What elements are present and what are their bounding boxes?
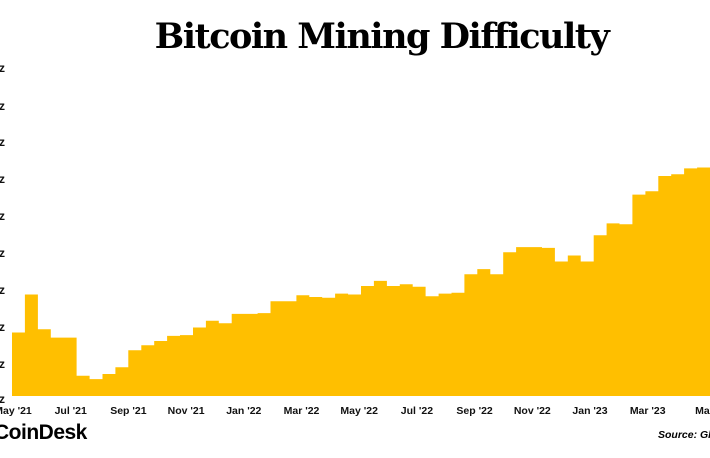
x-tick-label: Nov '21 bbox=[168, 405, 205, 417]
y-tick-label: z bbox=[0, 283, 5, 297]
y-tick-label: z bbox=[0, 172, 5, 186]
x-tick-label: Mar '23 bbox=[630, 405, 666, 417]
x-tick-label: Jul '21 bbox=[55, 405, 87, 417]
y-tick-label: z bbox=[0, 99, 5, 113]
x-tick-label: Sep '22 bbox=[456, 405, 493, 417]
y-tick-label: z bbox=[0, 209, 5, 223]
y-tick-label: z bbox=[0, 320, 5, 334]
y-tick-label: z bbox=[0, 246, 5, 260]
coindesk-logo: CoinDesk bbox=[0, 421, 87, 444]
y-tick-label: z bbox=[0, 392, 5, 406]
y-tick-label: z bbox=[0, 61, 5, 75]
x-tick-label: May '22 bbox=[340, 405, 378, 417]
x-tick-label: Nov '22 bbox=[514, 405, 551, 417]
x-tick-label: Jan '23 bbox=[572, 405, 607, 417]
source-note: Source: Gla bbox=[658, 429, 710, 441]
x-tick-label: May '21 bbox=[0, 405, 32, 417]
chart-title: Bitcoin Mining Difficulty bbox=[154, 16, 610, 57]
x-tick-label: Mar '22 bbox=[284, 405, 320, 417]
y-tick-label: z bbox=[0, 357, 5, 371]
x-tick-label: Jan '22 bbox=[226, 405, 261, 417]
x-tick-label: Sep '21 bbox=[110, 405, 147, 417]
x-tick-label: May bbox=[695, 405, 710, 417]
y-tick-label: z bbox=[0, 135, 5, 149]
difficulty-area bbox=[12, 167, 710, 396]
x-tick-label: Jul '22 bbox=[401, 405, 433, 417]
